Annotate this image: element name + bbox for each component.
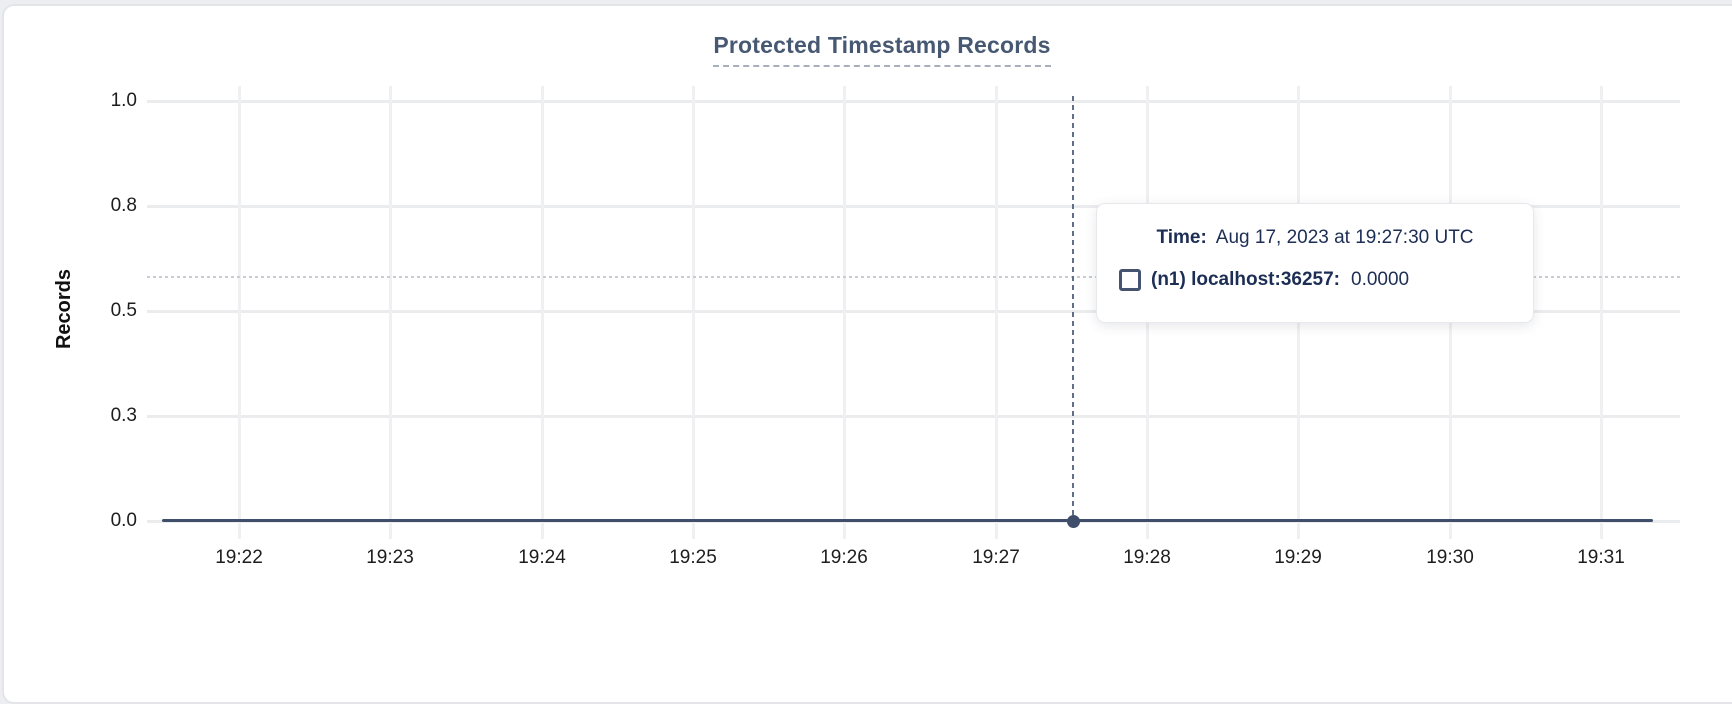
y-gridline	[147, 205, 1680, 208]
x-tick-label: 19:25	[669, 547, 717, 568]
checkbox-outline-icon	[1119, 269, 1141, 291]
y-gridline	[147, 310, 1680, 313]
crosshair-vertical-line	[1072, 96, 1074, 521]
y-tick-label: 0.0	[110, 510, 137, 531]
x-tick-label: 19:28	[1123, 547, 1171, 568]
y-gridline	[147, 100, 1680, 103]
x-gridline	[692, 86, 695, 539]
y-tick-label: 0.5	[110, 300, 137, 321]
x-gridline	[541, 86, 544, 539]
chart-tooltip: Time: Aug 17, 2023 at 19:27:30 UTC (n1) …	[1096, 203, 1534, 323]
tooltip-time-value: Aug 17, 2023 at 19:27:30 UTC	[1215, 227, 1474, 248]
y-tick-label: 1.0	[110, 90, 137, 111]
series-line	[162, 519, 1653, 522]
tooltip-time-label: Time:	[1156, 227, 1207, 248]
tooltip-series-label: (n1) localhost:36257:	[1151, 269, 1340, 290]
y-tick-label: 0.3	[110, 405, 137, 426]
x-gridline	[995, 86, 998, 539]
x-gridline	[1600, 86, 1603, 539]
x-tick-label: 19:24	[518, 547, 566, 568]
x-tick-label: 19:26	[820, 547, 868, 568]
x-tick-label: 19:22	[215, 547, 263, 568]
tooltip-time-row: Time: Aug 17, 2023 at 19:27:30 UTC	[1097, 225, 1533, 251]
y-tick-label: 0.8	[110, 195, 137, 216]
crosshair-horizontal-line	[147, 276, 1680, 278]
hover-point-dot	[1067, 515, 1080, 528]
x-gridline	[238, 86, 241, 539]
y-gridline	[147, 415, 1680, 418]
x-tick-label: 19:31	[1577, 547, 1625, 568]
chart-title[interactable]: Protected Timestamp Records	[713, 32, 1051, 67]
x-gridline	[843, 86, 846, 539]
tooltip-series-row: (n1) localhost:36257: 0.0000	[1097, 267, 1533, 293]
x-tick-label: 19:30	[1426, 547, 1474, 568]
x-tick-label: 19:29	[1274, 547, 1322, 568]
x-tick-label: 19:23	[366, 547, 414, 568]
chart-card: Protected Timestamp Records Records 1.0 0…	[2, 4, 1732, 704]
x-gridline	[389, 86, 392, 539]
x-tick-label: 19:27	[972, 547, 1020, 568]
plot-area[interactable]: 1.0 0.8 0.5 0.3 0.0 19:22 19:23 19:24 19:25 19:26…	[4, 6, 1732, 702]
tooltip-series-value: 0.0000	[1351, 269, 1410, 290]
chart-title-row: Protected Timestamp Records	[4, 32, 1732, 67]
